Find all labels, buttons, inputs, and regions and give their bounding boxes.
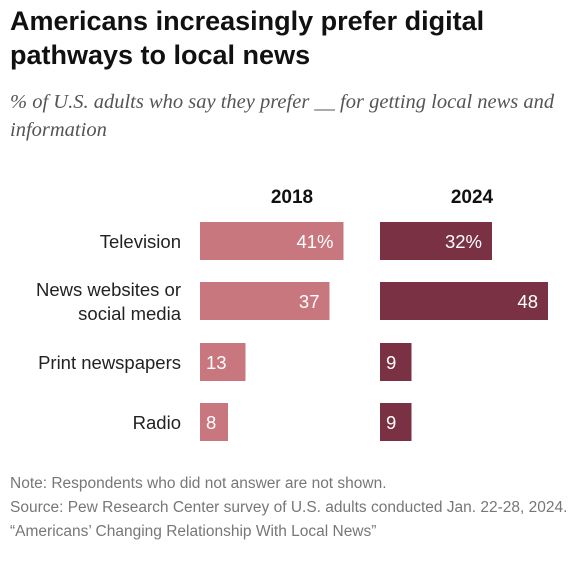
data-label-2018: 8	[206, 412, 216, 433]
bar-2018	[200, 282, 330, 320]
data-label-2024: 9	[386, 352, 396, 373]
bar-2024	[380, 343, 412, 381]
bar-2024	[380, 282, 548, 320]
data-label-2018: 13	[206, 352, 227, 373]
data-label-2024: 9	[386, 412, 396, 433]
bar-2018	[200, 343, 246, 381]
chart-title: Americans increasingly prefer digital pa…	[10, 6, 485, 70]
report-title: “Americans’ Changing Relationship With L…	[10, 523, 377, 540]
series-header-2024: 2024	[451, 187, 494, 208]
category-label: social media	[78, 303, 182, 324]
bar-2018	[200, 403, 228, 441]
chart-subtitle: % of U.S. adults who say they prefer __ …	[10, 91, 555, 141]
bar-2024	[380, 222, 492, 260]
category-label: Print newspapers	[38, 352, 181, 373]
series-header-2018: 2018	[271, 187, 313, 208]
chart-notes: Note: Respondents who did not answer are…	[10, 472, 580, 544]
bar-chart: 2018 2024 Television News websites or social…	[36, 187, 548, 441]
note-text: Note: Respondents who did not answer are…	[10, 475, 387, 492]
data-label-2024: 32%	[445, 231, 482, 252]
bar-2024	[380, 403, 412, 441]
data-label-2024: 48	[517, 291, 538, 312]
category-label: Radio	[133, 412, 181, 433]
category-label: News websites or	[36, 279, 181, 300]
bar-2018	[200, 222, 344, 260]
data-label-2018: 37	[299, 291, 320, 312]
source-text: Source: Pew Research Center survey of U.…	[10, 499, 568, 516]
data-label-2018: 41%	[296, 231, 333, 252]
category-label: Television	[100, 231, 181, 252]
